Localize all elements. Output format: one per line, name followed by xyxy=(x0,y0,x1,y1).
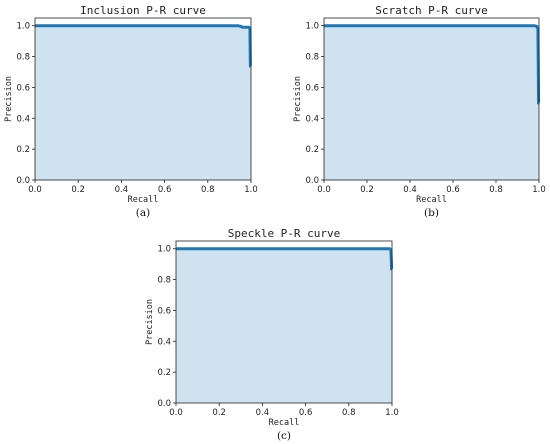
y-tick-label: 0.0 xyxy=(16,176,30,186)
chart-title: Inclusion P-R curve xyxy=(80,4,206,17)
x-tick-label: 0.4 xyxy=(256,408,270,418)
chart-speckle: 0.0 0.2 0.4 0.6 0.8 1.0 0.0 0.2 0.4 0.6 0.8 1.0 Spec… xyxy=(145,227,399,442)
x-tick-label: 0.8 xyxy=(342,408,356,418)
x-tick-label: 1.0 xyxy=(532,185,546,195)
x-tick-label: 0.4 xyxy=(115,185,129,195)
axes-frame xyxy=(34,17,252,181)
pr-curve-line xyxy=(35,24,252,68)
y-tick-label: 0.6 xyxy=(305,83,319,93)
y-tick-label: 0.8 xyxy=(157,276,171,286)
x-tick-label: 0.0 xyxy=(28,185,42,195)
y-tick-label: 0.8 xyxy=(16,53,30,63)
y-tick-label: 0.4 xyxy=(16,114,30,124)
y-tick-label: 0.0 xyxy=(305,176,319,186)
panel-label: (c) xyxy=(277,430,291,442)
area-fill xyxy=(35,25,251,181)
y-tick-label: 1.0 xyxy=(157,245,171,255)
x-tick-label: 0.2 xyxy=(212,408,226,418)
panel-label: (b) xyxy=(424,207,439,219)
y-tick-label: 0.2 xyxy=(16,145,30,155)
y-tick-label: 0.2 xyxy=(305,145,319,155)
x-axis-label: Recall xyxy=(269,418,300,428)
area-fill xyxy=(324,25,539,181)
x-tick-label: 0.6 xyxy=(299,408,313,418)
y-tick-label: 0.4 xyxy=(157,337,171,347)
x-tick-label: 0.4 xyxy=(403,185,417,195)
y-tick-label: 0.6 xyxy=(16,83,30,93)
x-tick-label: 0.6 xyxy=(446,185,460,195)
y-tick-label: 1.0 xyxy=(16,22,30,32)
x-tick-label: 0.6 xyxy=(158,185,172,195)
area-fill xyxy=(176,248,392,403)
x-tick-label: 0.0 xyxy=(169,408,183,418)
y-axis-label: Precision xyxy=(293,76,303,122)
x-tick-label: 0.0 xyxy=(317,185,331,195)
x-tick-label: 0.8 xyxy=(489,185,503,195)
chart-scratch: 0.0 0.2 0.4 0.6 0.8 1.0 0.0 0.2 0.4 0.6 0.8 1.0 Scra… xyxy=(293,4,546,219)
x-tick-label: 1.0 xyxy=(385,408,399,418)
y-axis-label: Precision xyxy=(145,299,155,345)
axes-frame xyxy=(175,240,393,404)
x-tick-label: 0.2 xyxy=(360,185,374,195)
chart-inclusion: 0.0 0.2 0.4 0.6 0.8 1.0 0.0 0.2 0.4 0.6 0.8 1.0 Incl… xyxy=(4,4,258,219)
y-tick-label: 0.2 xyxy=(157,368,171,378)
chart-title: Speckle P-R curve xyxy=(228,227,341,240)
axes-frame xyxy=(323,17,540,181)
y-tick-label: 0.6 xyxy=(157,306,171,316)
x-tick-label: 0.2 xyxy=(71,185,85,195)
y-axis-label: Precision xyxy=(4,76,14,122)
y-tick-label: 1.0 xyxy=(305,22,319,32)
x-axis-label: Recall xyxy=(416,195,447,205)
x-tick-label: 1.0 xyxy=(244,185,258,195)
y-tick-label: 0.0 xyxy=(157,399,171,409)
pr-curve-line xyxy=(324,24,541,105)
panel-label: (a) xyxy=(136,207,150,219)
y-tick-label: 0.8 xyxy=(305,53,319,63)
chart-title: Scratch P-R curve xyxy=(375,4,488,17)
x-tick-label: 0.8 xyxy=(201,185,215,195)
x-axis-label: Recall xyxy=(128,195,159,205)
y-tick-label: 0.4 xyxy=(305,114,319,124)
